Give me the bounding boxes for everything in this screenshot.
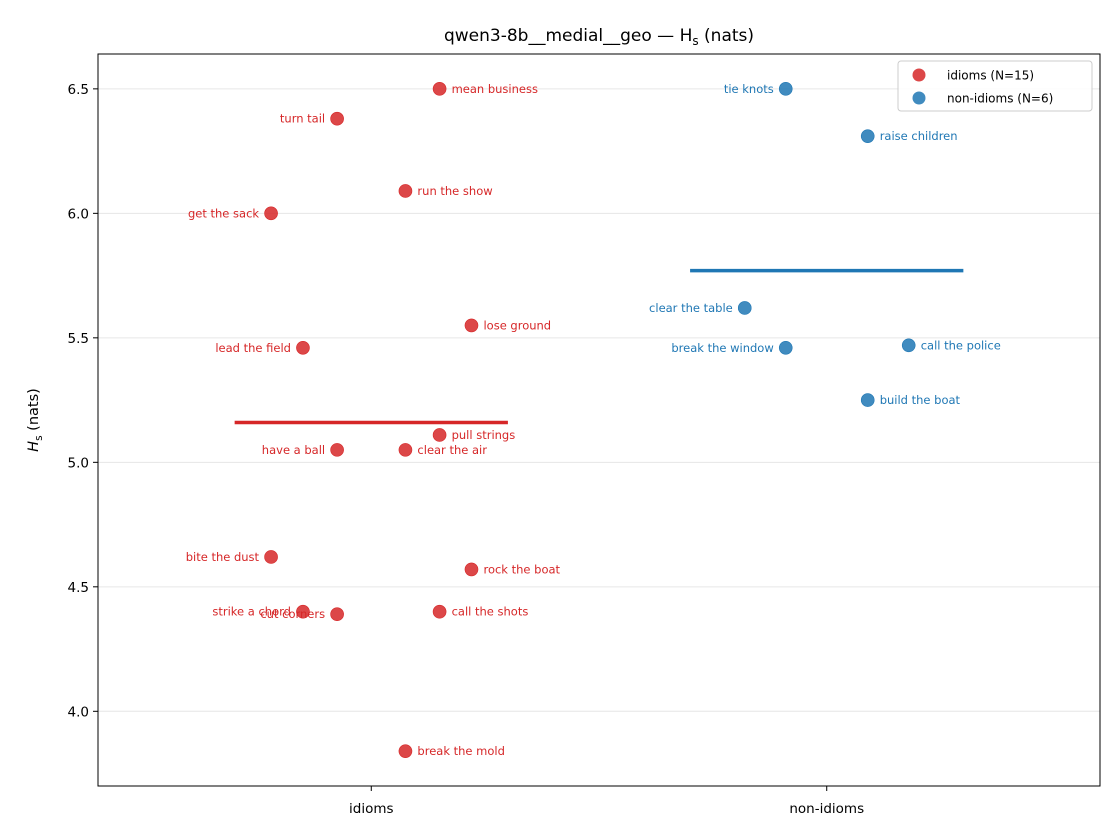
- point-label: lose ground: [483, 318, 551, 332]
- y-tick-label: 4.0: [68, 704, 89, 720]
- data-point: [860, 129, 875, 143]
- point-label: pull strings: [452, 428, 516, 442]
- data-point: [432, 604, 447, 619]
- point-label: get the sack: [188, 206, 259, 220]
- point-label: raise children: [880, 129, 958, 143]
- point-label: clear the table: [649, 301, 733, 315]
- data-point: [860, 393, 875, 407]
- point-label: tie knots: [724, 82, 774, 96]
- data-point: [398, 184, 413, 198]
- data-point: [398, 744, 413, 758]
- x-tick-label: idioms: [349, 801, 394, 817]
- data-point: [432, 82, 447, 96]
- data-point: [778, 82, 793, 96]
- x-tick-label: non-idioms: [789, 801, 864, 817]
- data-point: [296, 340, 310, 355]
- point-label: call the shots: [452, 605, 529, 619]
- data-point: [330, 111, 344, 126]
- data-point: [901, 338, 916, 353]
- y-tick-label: 6.5: [68, 82, 89, 98]
- legend: idioms (N=15) non-idioms (N=6): [897, 60, 1093, 112]
- data-point: [264, 206, 278, 221]
- point-label: bite the dust: [186, 550, 260, 564]
- chart-title: qwen3-8b__medial__geo — Hs (nats): [444, 26, 754, 48]
- axes: 4.0 4.5 5.0 5.5 6.0 6.5 idioms non-idioms: [68, 82, 865, 817]
- y-tick-label: 4.5: [68, 580, 89, 596]
- data-point: [464, 318, 479, 333]
- point-labels: mean business turn tail run the show get th…: [186, 82, 1001, 758]
- point-label: build the boat: [880, 393, 961, 407]
- point-label: run the show: [417, 184, 492, 198]
- point-label: clear the air: [417, 443, 487, 457]
- legend-box: [897, 60, 1093, 112]
- legend-label-idioms: idioms (N=15): [947, 69, 1034, 83]
- legend-marker-non-idioms: [912, 91, 926, 105]
- data-point: [330, 443, 344, 457]
- data-point: [296, 604, 310, 619]
- data-point: [398, 443, 413, 457]
- data-points: [264, 82, 916, 758]
- data-point: [264, 550, 278, 564]
- plot-frame: [97, 53, 1101, 787]
- point-label: strike a chord: [212, 605, 291, 619]
- point-label: break the window: [671, 341, 773, 355]
- y-tick-label: 5.0: [68, 455, 89, 471]
- mean-lines: [234, 268, 964, 425]
- y-tick-label: 5.5: [68, 331, 89, 347]
- point-label: rock the boat: [483, 562, 560, 576]
- y-tick-label: 6.0: [68, 206, 89, 222]
- data-point: [432, 428, 447, 442]
- point-label: call the police: [921, 338, 1001, 352]
- point-label: mean business: [452, 82, 538, 96]
- data-point: [778, 340, 793, 355]
- y-axis-label: Hs (nats): [26, 388, 45, 452]
- point-label: cut corners: [260, 607, 325, 621]
- data-point: [737, 301, 752, 315]
- point-label: lead the field: [215, 341, 291, 355]
- point-label: turn tail: [280, 112, 325, 126]
- data-point: [330, 607, 344, 622]
- legend-marker-idioms: [912, 68, 926, 82]
- legend-label-non-idioms: non-idioms (N=6): [947, 92, 1053, 106]
- data-point: [464, 562, 479, 577]
- point-label: have a ball: [262, 443, 325, 457]
- point-label: break the mold: [417, 744, 504, 758]
